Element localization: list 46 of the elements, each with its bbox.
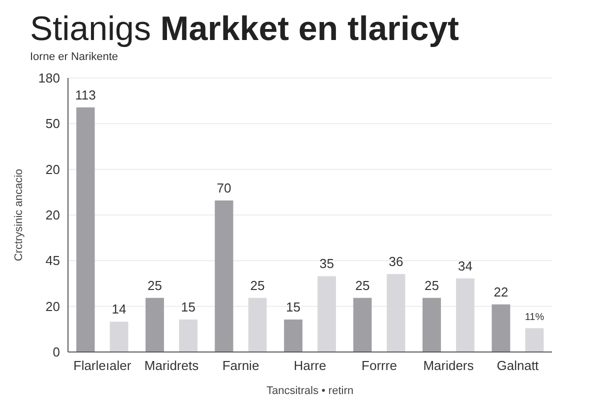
bar xyxy=(179,320,198,352)
data-label: 15 xyxy=(286,300,300,315)
bar xyxy=(284,320,302,352)
text: 20 xyxy=(46,208,60,223)
x-tick-label: Farnie xyxy=(222,358,260,373)
text: 180 xyxy=(38,70,60,86)
bar xyxy=(110,322,128,352)
data-label: 25 xyxy=(355,278,370,293)
text: 50 xyxy=(46,116,60,132)
data-label: 14 xyxy=(112,302,126,317)
x-tick-label: Mariders xyxy=(423,358,474,373)
bar xyxy=(492,304,510,352)
x-tick-label: Harre xyxy=(294,358,326,373)
data-label: 11% xyxy=(524,312,544,324)
text: 0 xyxy=(52,344,60,360)
x-tick-label: Galnatt xyxy=(496,358,540,373)
data-label: 15 xyxy=(181,300,196,315)
bar xyxy=(422,298,441,352)
data-label: 36 xyxy=(388,254,404,270)
data-label: 35 xyxy=(320,256,334,272)
data-label: 70 xyxy=(216,180,232,196)
chart-subtitle: Iorne er Narikente xyxy=(30,51,118,63)
bar xyxy=(146,298,164,352)
text: 20 xyxy=(46,298,60,314)
bar xyxy=(353,298,372,352)
data-label: 34 xyxy=(458,258,472,274)
chart-title: Stianigs Markket en tlaricyt xyxy=(30,10,459,48)
bar xyxy=(525,328,544,352)
x-tick-label: Flarleıaler xyxy=(73,358,132,373)
y-axis-title: Crctrysinic ancacio xyxy=(13,168,25,262)
text: 45 xyxy=(46,253,60,268)
x-tick-label: Maridrets xyxy=(144,358,200,373)
data-label: 113 xyxy=(75,87,96,102)
bar xyxy=(76,107,95,352)
text: 20 xyxy=(46,162,60,177)
data-label: 25 xyxy=(148,278,162,293)
data-label: 22 xyxy=(494,284,508,300)
data-label: 25 xyxy=(250,278,265,293)
data-label: 25 xyxy=(424,278,439,293)
x-tick-label: Forrre xyxy=(362,358,397,373)
bar xyxy=(214,200,234,352)
bar xyxy=(386,274,406,352)
bar xyxy=(318,276,336,352)
bar xyxy=(248,298,267,352)
x-axis-title: Tancsitrals • retirn xyxy=(266,385,354,397)
bar xyxy=(456,278,474,352)
